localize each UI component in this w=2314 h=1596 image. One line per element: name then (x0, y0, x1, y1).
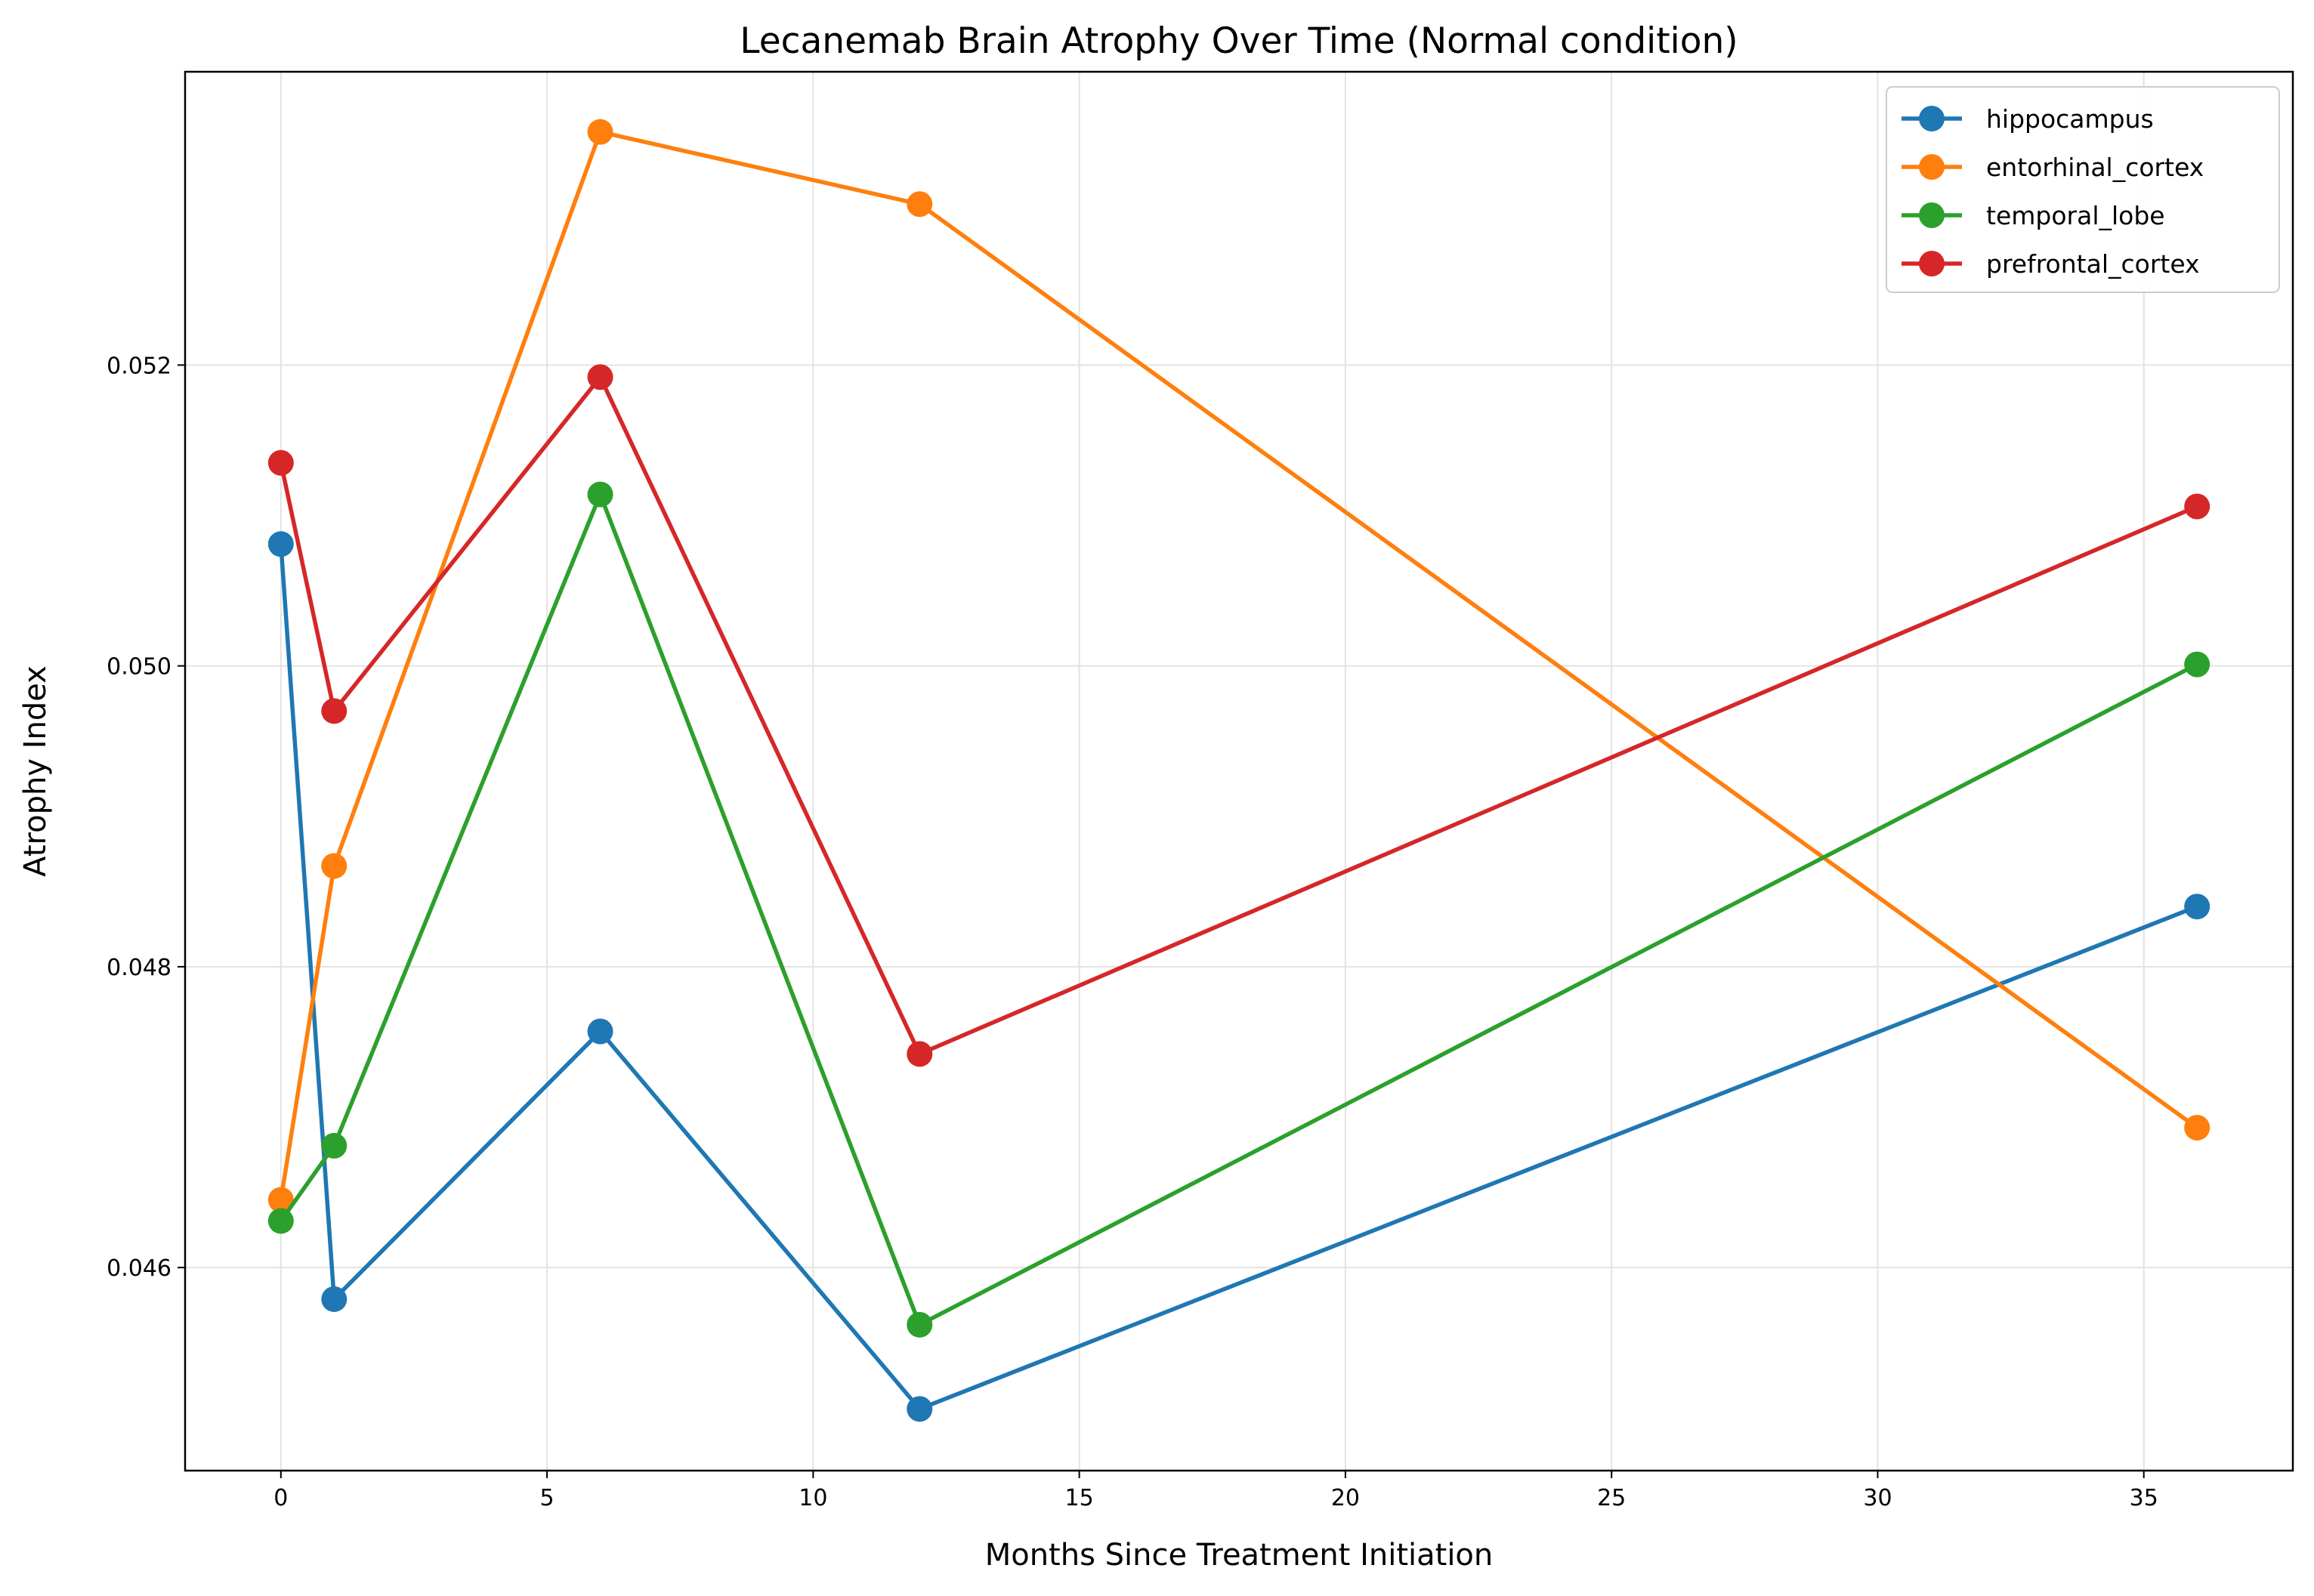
data-point (907, 1396, 933, 1422)
x-tick-label: 30 (1863, 1485, 1892, 1511)
legend-marker (1919, 251, 1945, 276)
y-axis-title: Atrophy Index (18, 665, 53, 877)
legend-marker (1919, 154, 1945, 180)
legend-label: temporal_lobe (1986, 201, 2165, 230)
plot-frame (184, 70, 2294, 1472)
data-point (267, 449, 294, 476)
x-tick-label: 10 (799, 1485, 827, 1511)
x-tick-label: 25 (1597, 1485, 1626, 1511)
series-prefrontal-cortex (267, 364, 2211, 1067)
series-entorhinal-cortex (267, 119, 2211, 1213)
series-layer (267, 119, 2211, 1422)
data-point (267, 531, 294, 557)
legend-label: prefrontal_cortex (1986, 249, 2200, 279)
x-tick-label: 20 (1331, 1485, 1360, 1511)
data-point (907, 1041, 933, 1067)
data-point (267, 1187, 294, 1213)
legend-label: hippocampus (1986, 104, 2154, 134)
data-point (587, 1018, 613, 1045)
x-tick-label: 5 (540, 1485, 555, 1511)
legend-item: hippocampus (1902, 104, 2154, 134)
series-hippocampus (267, 531, 2211, 1422)
series-temporal-lobe (267, 481, 2211, 1338)
data-point (907, 1311, 933, 1338)
y-tick-label: 0.052 (107, 353, 171, 379)
legend-item: entorhinal_cortex (1902, 153, 2204, 182)
data-point (321, 698, 348, 724)
data-point (587, 119, 613, 145)
data-point (267, 1208, 294, 1234)
data-point (321, 853, 348, 879)
legend-marker (1919, 202, 1945, 228)
y-tick-label: 0.046 (107, 1255, 171, 1282)
legend-item: prefrontal_cortex (1902, 249, 2200, 279)
x-tick-label: 15 (1065, 1485, 1094, 1511)
data-point (2184, 651, 2211, 678)
y-tick-label: 0.050 (107, 654, 171, 681)
data-point (2184, 1114, 2211, 1141)
x-tick-label: 35 (2130, 1485, 2158, 1511)
series-line (279, 544, 2198, 1412)
data-point (587, 364, 613, 391)
grid-layer (185, 72, 2293, 1471)
series-line (279, 492, 2198, 1327)
data-point (2184, 493, 2211, 520)
y-tick-label: 0.048 (107, 955, 171, 981)
data-point (2184, 894, 2211, 920)
series-line (279, 375, 2198, 1057)
legend-label: entorhinal_cortex (1986, 153, 2204, 182)
x-axis-title: Months Since Treatment Initiation (985, 1538, 1494, 1573)
legend-box (1886, 86, 2280, 293)
data-point (321, 1132, 348, 1159)
legend-marker (1919, 106, 1945, 131)
chart-title: Lecanemab Brain Atrophy Over Time (Norma… (740, 20, 1738, 62)
data-point (321, 1286, 348, 1312)
tick-layer: 0 5 10 15 20 25 30 35 0.046 0.048 0.050 0.052 (107, 353, 2158, 1511)
data-point (907, 191, 933, 218)
x-tick-label: 0 (273, 1485, 288, 1511)
data-point (587, 481, 613, 508)
legend-item: temporal_lobe (1902, 201, 2165, 230)
legend: hippocampus entorhinal_cortex temporal_lob… (1886, 86, 2280, 293)
